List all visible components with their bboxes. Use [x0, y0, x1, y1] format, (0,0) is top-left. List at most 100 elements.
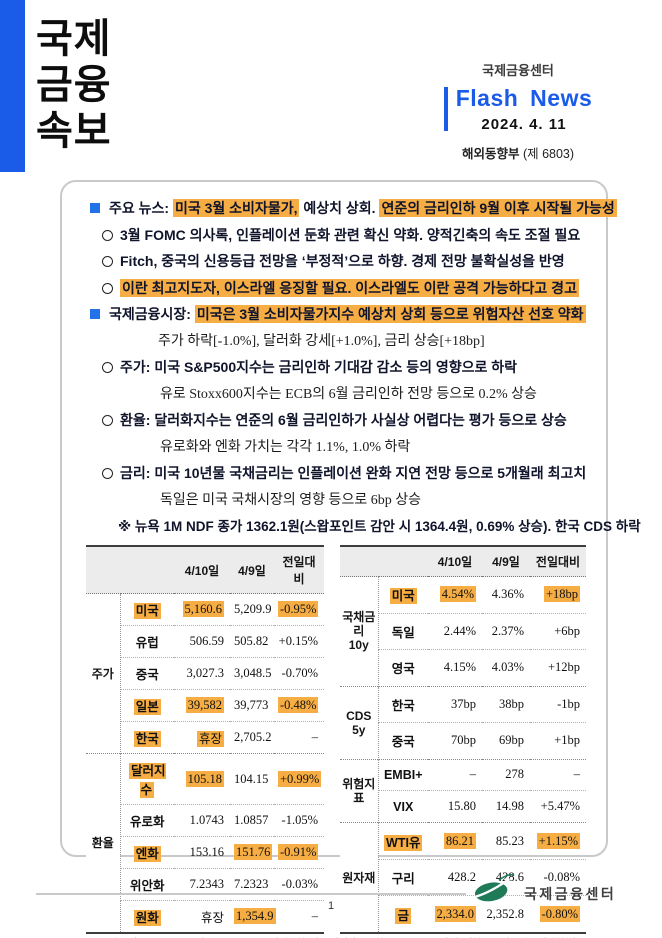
cell-text: 1.0857: [234, 813, 269, 827]
cell-text: 104.15: [234, 771, 269, 786]
news-item: Fitch, 중국의 신용등급 전망을 ‘부정적’으로 하향. 경제 전망 불확…: [86, 252, 582, 271]
cell-value: 506.59: [174, 625, 230, 658]
market-tables: 4/10일 4/9일 전일대비 주가 미국 5,160.6 5,209.9 -0…: [86, 545, 586, 934]
cell-change: -1bp: [530, 685, 586, 723]
cell-text: +6bp: [554, 623, 580, 638]
cell-name: VIX: [378, 790, 428, 823]
cell-name: 금: [378, 895, 428, 933]
cell-value: –: [428, 758, 482, 791]
cell-name: 미국: [378, 577, 428, 614]
cell-text: -1.05%: [281, 813, 318, 827]
market-summary-line: 주가 하락[-1.0%], 달러화 강세[+1.0%], 금리 상승[+18bp…: [158, 333, 485, 349]
news-item-text: 3월 FOMC 의사록, 인플레이션 둔화 관련 확신 약화. 양적긴축의 속도…: [120, 226, 581, 243]
cell-text: +18bp: [543, 586, 580, 603]
cell-text: 4.03%: [491, 660, 524, 675]
cell-name: 미국: [120, 594, 174, 626]
cell-text: +0.15%: [278, 634, 318, 648]
cell-value: 7.2323: [230, 868, 274, 901]
cell-text: 2.37%: [491, 623, 524, 638]
content-box: 주요 뉴스: 미국 3월 소비자물가, 예상치 상회. 연준의 금리인하 9월 …: [60, 180, 641, 934]
col-header: 4/9일: [482, 546, 530, 577]
cell-text: 15.80: [447, 799, 476, 814]
cell-text: 2,705.2: [234, 730, 272, 744]
table-stock-fx: 4/10일 4/9일 전일대비 주가 미국 5,160.6 5,209.9 -0…: [86, 545, 324, 934]
cell-change: +0.99%: [274, 753, 324, 805]
item-label: 환율:: [120, 412, 151, 428]
cell-value: 2,705.2: [230, 721, 274, 754]
table-row: 일본 39,582 39,773 -0.48%: [86, 689, 324, 722]
cell-text: WTI유: [384, 834, 423, 851]
cell-value: 505.82: [230, 625, 274, 658]
cell-change: +0.15%: [274, 625, 324, 658]
masthead-title-line: 속보: [36, 109, 112, 153]
cell-text: 70bp: [451, 733, 476, 748]
kcif-logo-icon: [470, 871, 520, 905]
cell-name: 중국: [120, 657, 174, 690]
cell-text: 1,354.9: [234, 908, 276, 924]
table-row: CDS 5y 한국 37bp 38bp -1bp: [340, 685, 586, 759]
item-label: 금리:: [120, 465, 151, 481]
cell-text: 151.76: [234, 844, 273, 860]
table-row: 유럽 506.59 505.82 +0.15%: [86, 625, 324, 658]
cell-change: -0.91%: [274, 836, 324, 869]
cell-change: –: [274, 900, 324, 933]
cell-name: 유럽: [120, 625, 174, 658]
news-item-text: Fitch, 중국의 신용등급 전망을 ‘부정적’으로 하향. 경제 전망 불확…: [120, 253, 565, 269]
table-header-row: 4/10일 4/9일 전일대비: [340, 546, 586, 577]
cell-text: +12bp: [547, 660, 580, 675]
cell-name: 달러지수: [120, 753, 174, 805]
cell-text: –: [573, 767, 580, 782]
org-name: 국제금융센터: [482, 63, 554, 78]
table-row: 엔화 153.16 151.76 -0.91%: [86, 836, 324, 869]
cell-name: WTI유: [378, 822, 428, 860]
col-header: 전일대비: [530, 546, 586, 577]
cell-value: 278: [482, 758, 530, 791]
cell-name: 독일: [378, 612, 428, 650]
news-item: 이란 최고지도자, 이스라엘 응징할 필요. 이스라엘도 이란 공격 가능하다고…: [86, 278, 582, 298]
cell-value: 1,354.9: [230, 900, 276, 933]
news-item-fx: 환율: 달러화지수는 연준의 6월 금리인하가 사실상 어렵다는 평가 등으로 …: [86, 411, 582, 430]
bulletin-accent-bar: [443, 87, 448, 131]
table-row: 영국 4.15% 4.03% +12bp: [340, 649, 586, 686]
cell-text: 2,334.0: [434, 905, 476, 922]
table-row: 환율 달러지수 105.18 104.15 +0.99%: [86, 753, 324, 933]
col-header: 전일대비: [274, 546, 324, 594]
news-item-continuation: 독일은 미국 국채시장의 영향 등으로 6bp 상승: [160, 492, 421, 508]
cell-value: 69bp: [482, 722, 530, 759]
cell-value: 휴장: [174, 900, 230, 933]
cell-text: +1bp: [554, 733, 580, 748]
cell-name: 구리: [378, 858, 428, 896]
item-text: 달러화지수는 연준의 6월 금리인하가 사실상 어렵다는 평가 등으로 상승: [154, 412, 567, 428]
masthead-title: 국제 금융 속보: [36, 16, 112, 154]
cell-text: EMBI+: [383, 767, 423, 782]
masthead-title-line: 국제: [36, 17, 112, 61]
cell-text: 38bp: [499, 696, 524, 711]
cell-text: 유럽: [135, 636, 159, 650]
cell-change: -0.70%: [274, 657, 324, 690]
group-label-text: 원자재: [342, 870, 376, 885]
circle-bullet-icon: [102, 229, 113, 241]
issue-number: (제 6803): [522, 147, 575, 161]
table-row: 국채금리 10y 미국 4.54% 4.36% +18bp: [340, 576, 586, 686]
headline-segment: 미국 3월 소비자물가,: [172, 199, 300, 217]
group-label: 원자재: [340, 822, 379, 933]
cell-text: 4.15%: [443, 660, 476, 675]
cell-value: 4.54%: [428, 577, 482, 614]
issue-block: 국제금융센터 Flash News 2024. 4. 11 해외동향부 (제 6…: [438, 60, 598, 162]
group-label-sub: 5y: [352, 722, 366, 737]
cell-change: +12bp: [530, 649, 586, 686]
cell-change: +1.15%: [530, 822, 586, 860]
cell-text: 85.23: [495, 833, 524, 848]
cell-value: 14.98: [482, 790, 530, 823]
headline-segment: 예상치 상회.: [303, 200, 376, 216]
circle-bullet-icon: [102, 362, 113, 373]
headline-segment: 미국은 3월 소비자물가지수 예상치 상회 등으로 위험자산 선호 약화: [194, 305, 586, 323]
cell-text: 미국: [389, 588, 417, 605]
cell-value: 153.16: [174, 836, 230, 869]
table-header-row: 4/10일 4/9일 전일대비: [86, 546, 324, 594]
cell-text: -0.03%: [281, 877, 318, 891]
cell-text: 86.21: [443, 832, 476, 849]
cell-text: VIX: [393, 799, 414, 814]
header-spacer: [86, 546, 174, 594]
cell-text: 3,027.3: [186, 666, 225, 680]
